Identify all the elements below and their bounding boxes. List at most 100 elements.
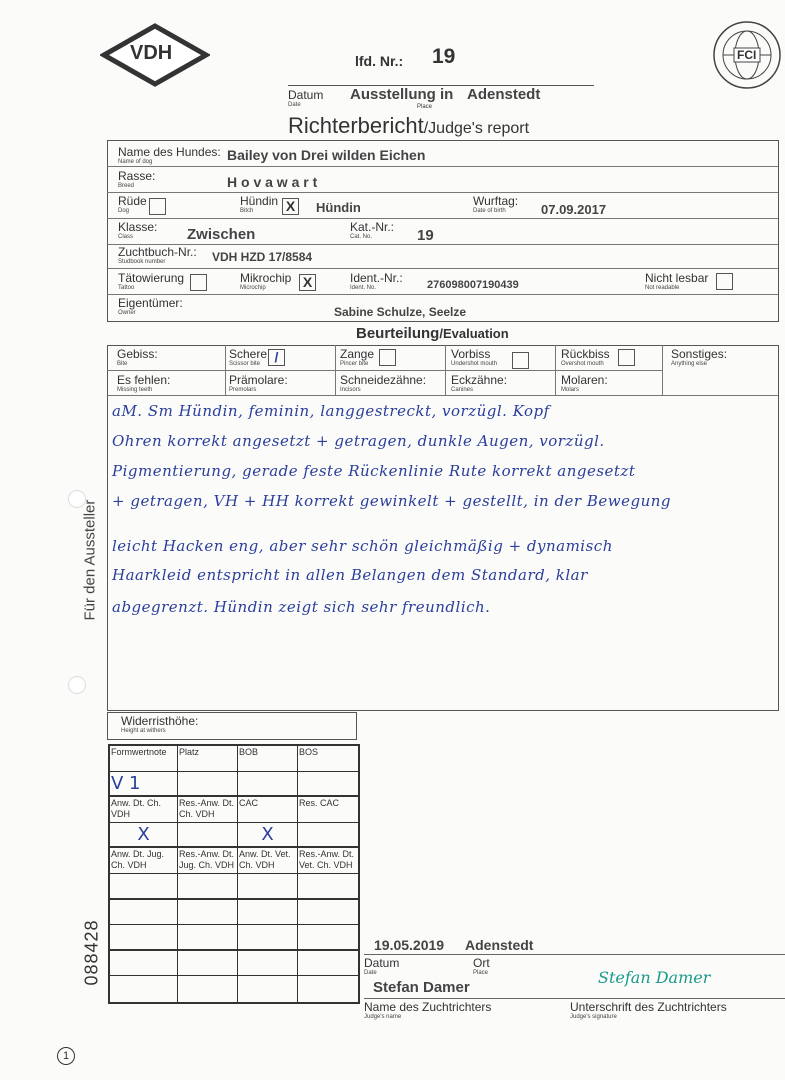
handwritten-line: leicht Hacken eng, aber sehr schön gleic… — [112, 537, 613, 555]
dog-checkbox[interactable] — [149, 198, 166, 215]
handwritten-line: Haarkleid entspricht in allen Belangen d… — [112, 566, 588, 584]
scissor-checkbox[interactable]: / — [268, 349, 285, 366]
lfd-label: lfd. Nr.: — [355, 53, 404, 69]
withers-label: Widerristhöhe: Height at withers — [121, 714, 199, 734]
unreadable-checkbox[interactable] — [716, 273, 733, 290]
pincer-label: Zange Pincer bite — [340, 347, 375, 367]
place-sub-label: Place — [417, 104, 433, 110]
vdh-logo: VDH — [98, 22, 212, 88]
class-value: Zwischen — [187, 226, 256, 243]
unreadable-label: Nicht lesbar Not readable — [645, 271, 709, 291]
dog-info-box — [107, 140, 779, 322]
canines-label: Eckzähne: Canines — [451, 373, 508, 393]
awards-cell — [238, 976, 298, 1002]
breed-value: H o v a w a r t — [227, 174, 318, 190]
awards-cell — [238, 874, 298, 900]
page-title: Richterbericht/Judge's report — [288, 113, 530, 138]
judging-place: Adenstedt — [465, 937, 534, 953]
awards-table: Formwertnote Platz BOB BOS V 1 Anw. Dt. Ch. V… — [108, 744, 360, 1004]
judging-date: 19.05.2019 — [374, 937, 445, 953]
class-label: Klasse: Class — [118, 220, 158, 240]
serial-number: 088428 — [81, 919, 102, 986]
awards-cell: Res.-Anw. Dt. Jug. Ch. VDH — [178, 848, 238, 874]
awards-cell: Anw. Dt. Vet. Ch. VDH — [238, 848, 298, 874]
ident-value: 276098007190439 — [427, 279, 519, 291]
awards-cell — [298, 874, 358, 900]
tattoo-checkbox[interactable] — [190, 274, 207, 291]
studbook-value: VDH HZD 17/8584 — [212, 250, 313, 264]
awards-cell[interactable] — [178, 822, 238, 849]
awards-cell — [110, 976, 178, 1002]
handwritten-line: abgegrenzt. Hündin zeigt sich sehr freun… — [112, 598, 491, 616]
awards-cell — [298, 900, 358, 926]
signature-label: Unterschrift des Zuchtrichters Judge's si… — [570, 1000, 727, 1020]
awards-cell[interactable] — [238, 771, 298, 798]
owner-value: Sabine Schulze, Seelze — [334, 305, 467, 319]
dob-value: 07.09.2017 — [541, 202, 607, 217]
awards-cell[interactable]: X — [238, 822, 298, 849]
awards-cell: Res. CAC — [298, 797, 358, 823]
awards-cell — [178, 925, 238, 951]
awards-cell — [110, 950, 178, 977]
awards-cell — [238, 950, 298, 977]
awards-cell — [110, 925, 178, 951]
awards-cell — [298, 951, 358, 977]
punch-hole — [68, 676, 86, 694]
premolars-label: Prämolare: Premolars — [229, 373, 288, 393]
sex-value: Hündin — [316, 200, 361, 215]
awards-cell[interactable] — [298, 772, 358, 798]
cat-label: Kat.-Nr.: Cat. No. — [350, 220, 395, 240]
awards-cell — [298, 925, 358, 951]
undershot-label: Vorbiss Undershot mouth — [451, 347, 498, 367]
tattoo-label: Tätowierung Tattoo — [118, 271, 185, 291]
name-label: Name des Hundes: Name of dog — [118, 145, 221, 165]
dog-name: Bailey von Drei wilden Eichen — [227, 147, 426, 163]
bitch-checkbox[interactable]: X — [282, 198, 299, 215]
studbook-label: Zuchtbuch-Nr.: Studbook number — [118, 245, 197, 265]
show-place: Adenstedt — [467, 86, 541, 103]
awards-cell[interactable]: X — [110, 822, 178, 849]
show-name: Ausstellung in — [350, 86, 454, 103]
awards-cell: Anw. Dt. Jug. Ch. VDH — [110, 848, 178, 874]
awards-cell — [238, 925, 298, 951]
awards-cell — [238, 899, 298, 926]
awards-cell[interactable]: V 1 — [110, 771, 178, 798]
chip-checkbox[interactable]: X — [299, 274, 316, 291]
lfd-value: 19 — [432, 45, 456, 68]
awards-cell[interactable] — [298, 823, 358, 849]
page-number: 1 — [57, 1047, 75, 1065]
handwritten-line: Pigmentierung, gerade feste Rückenlinie … — [112, 462, 636, 480]
place-label: Ort Place — [473, 956, 490, 976]
overshot-checkbox[interactable] — [618, 349, 635, 366]
bitch-label: Hündin Bitch — [240, 194, 279, 214]
evaluation-box — [107, 345, 779, 711]
awards-cell — [110, 899, 178, 926]
judge-signature: Stefan Damer — [598, 968, 711, 987]
date-label: Datum Date — [364, 956, 400, 976]
punch-hole — [68, 490, 86, 508]
handwritten-line: Ohren korrekt angesetzt + getragen, dunk… — [112, 432, 605, 450]
awards-cell: BOS — [298, 746, 358, 772]
evaluation-title: Beurteilung/Evaluation — [356, 325, 509, 342]
awards-cell[interactable] — [178, 771, 238, 798]
chip-label: Mikrochip Microchip — [240, 271, 292, 291]
molars-label: Molaren: Molars — [561, 373, 608, 393]
dob-label: Wurftag: Date of birth — [473, 194, 519, 214]
awards-cell — [298, 976, 358, 1002]
awards-cell: Platz — [178, 746, 238, 772]
handwritten-line: aM. Sm Hündin, feminin, langgestreckt, v… — [112, 402, 550, 420]
awards-cell: CAC — [238, 797, 298, 823]
other-label: Sonstiges: Anything else — [671, 347, 728, 367]
owner-label: Eigentümer: Owner — [118, 296, 183, 316]
overshot-label: Rückbiss Overshot mouth — [561, 347, 610, 367]
awards-cell — [178, 874, 238, 900]
awards-cell: Formwertnote — [110, 746, 178, 772]
undershot-checkbox[interactable] — [512, 352, 529, 369]
fci-logo: FCI — [712, 20, 782, 90]
awards-cell: Anw. Dt. Ch. VDH — [110, 797, 178, 823]
awards-cell: Res.-Anw. Dt. Vet. Ch. VDH — [298, 848, 358, 874]
pincer-checkbox[interactable] — [379, 349, 396, 366]
withers-box — [107, 712, 357, 740]
awards-cell — [110, 874, 178, 900]
